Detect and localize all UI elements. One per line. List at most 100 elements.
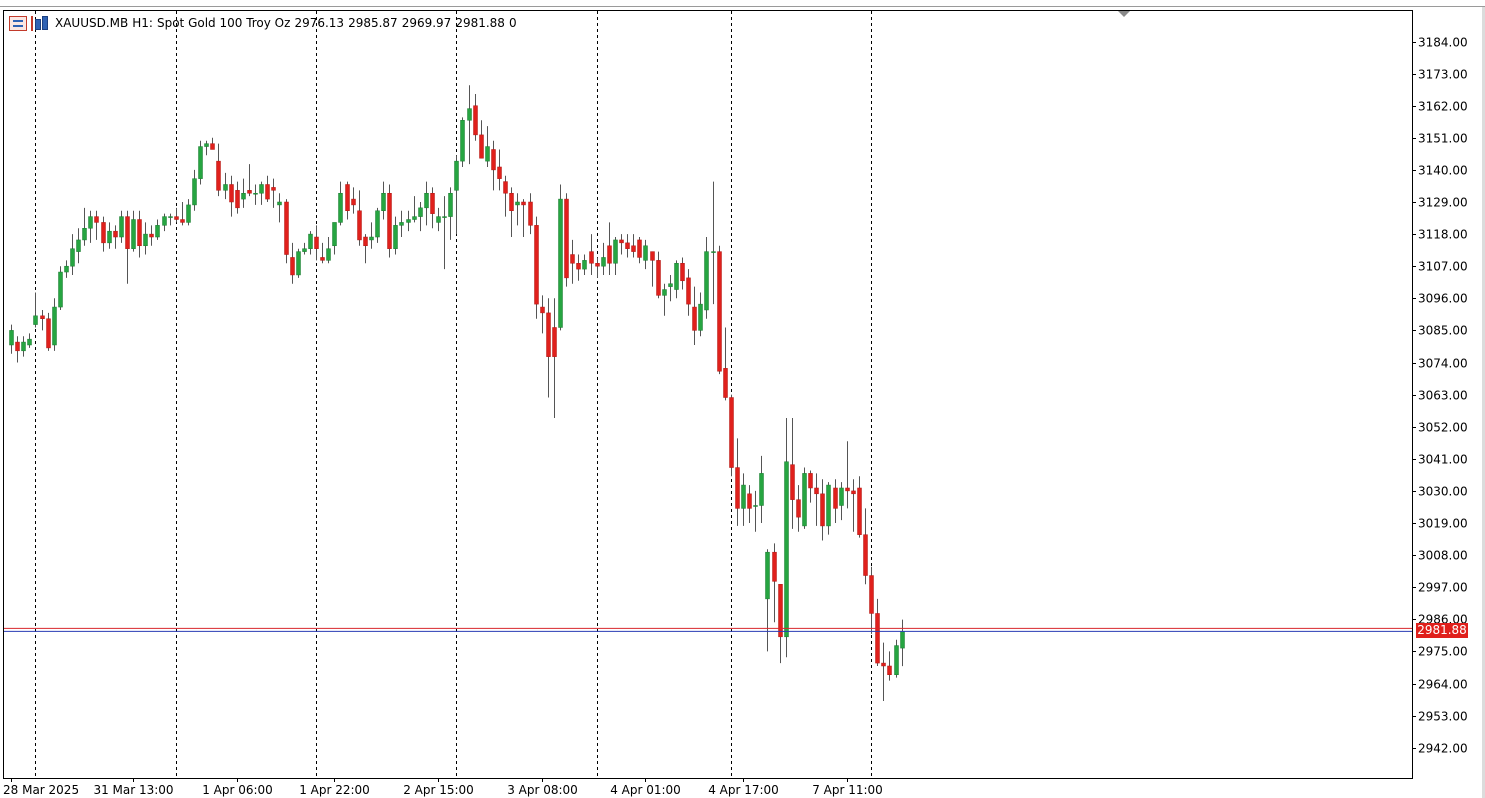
candle-body [589, 251, 594, 264]
candle-body [302, 248, 307, 252]
candle-body [442, 216, 447, 218]
candle-body [772, 551, 777, 582]
x-tick-label: 7 Apr 11:00 [812, 783, 883, 797]
candle-body [845, 487, 850, 492]
y-tick-label: 2975.00 [1418, 645, 1468, 659]
y-tick-label: 3074.00 [1418, 357, 1468, 371]
y-tick-label: 3140.00 [1418, 164, 1468, 178]
candle-body [180, 219, 185, 223]
candle-body [820, 493, 825, 527]
candle-body [668, 283, 673, 287]
candle-body [875, 613, 880, 664]
candle-body [674, 263, 679, 290]
candle-body [113, 230, 118, 238]
candle-body [570, 254, 575, 264]
candle-body [887, 665, 892, 675]
candle-body [265, 184, 270, 200]
candle-body [381, 192, 386, 212]
candle-body [509, 192, 514, 212]
candle-body [595, 263, 600, 267]
candle-body [631, 245, 636, 252]
candle-body [491, 149, 496, 171]
candle-body [784, 461, 789, 638]
candle-body [765, 551, 770, 600]
candle-body [198, 146, 203, 179]
window-top-border [0, 6, 1485, 7]
candle-body [515, 201, 520, 206]
candle-body [692, 306, 697, 331]
chart-shift-marker [1118, 11, 1130, 17]
candle-body [168, 216, 173, 218]
candle-body [790, 464, 795, 500]
timeframe-label: H1: [132, 16, 153, 30]
x-tick-label: 1 Apr 22:00 [299, 783, 370, 797]
candle-body [808, 473, 813, 489]
candle-body [216, 160, 221, 191]
candle-body [149, 233, 154, 238]
candle-body [174, 216, 179, 220]
candle-body [839, 487, 844, 506]
candle-body [375, 210, 380, 238]
current-price-tag: 2981.88 [1416, 623, 1468, 638]
candle-body [448, 192, 453, 217]
candle-body [332, 222, 337, 247]
chart-list-icon[interactable] [9, 15, 27, 31]
candle-body [625, 242, 630, 249]
candle-body [814, 487, 819, 495]
candle-body [637, 239, 642, 258]
candle-body [247, 190, 252, 194]
candle-body [33, 315, 38, 325]
candle-body [546, 312, 551, 357]
candle-body [387, 192, 392, 249]
candle-body [70, 248, 75, 267]
candle-body [467, 108, 472, 121]
y-tick-label: 2964.00 [1418, 678, 1468, 692]
candle-body [412, 216, 417, 220]
x-tick-label: 4 Apr 01:00 [610, 783, 681, 797]
candle-body [473, 105, 478, 136]
candle-body [21, 341, 26, 352]
candle-body [704, 251, 709, 311]
candle-body [826, 484, 831, 527]
candle-body [534, 225, 539, 305]
candle-body [686, 277, 691, 305]
candle-body [479, 134, 484, 159]
candle-body [619, 239, 624, 244]
y-tick-label: 3041.00 [1418, 453, 1468, 467]
y-tick-label: 3129.00 [1418, 196, 1468, 210]
candle-body [162, 216, 167, 226]
candle-body [723, 368, 728, 398]
y-tick-label: 2942.00 [1418, 742, 1468, 756]
y-tick-label: 3162.00 [1418, 100, 1468, 114]
candle-body [94, 216, 99, 223]
candle-body [741, 484, 746, 509]
candle-body [613, 239, 618, 264]
candle-body [284, 201, 289, 255]
y-tick-label: 3107.00 [1418, 260, 1468, 274]
candle-body [778, 584, 783, 638]
bar-chart-icon[interactable] [31, 15, 49, 31]
candle-body [552, 327, 557, 357]
candle-body [229, 184, 234, 203]
y-tick-label: 3019.00 [1418, 517, 1468, 531]
candle-body [558, 198, 563, 328]
candle-body [698, 303, 703, 331]
candle-body [320, 257, 325, 261]
candle-body [107, 230, 112, 244]
y-tick-label: 2953.00 [1418, 710, 1468, 724]
chart-plot-area[interactable] [3, 10, 1413, 779]
close-value: 2981.88 [455, 16, 505, 30]
y-tick-label: 3052.00 [1418, 421, 1468, 435]
candle-body [418, 207, 423, 217]
y-tick-label: 3085.00 [1418, 324, 1468, 338]
candle-body [82, 228, 87, 241]
candle-body [894, 645, 899, 675]
candle-body [607, 245, 612, 264]
candle-body [869, 575, 874, 614]
candle-body [643, 245, 648, 261]
candle-body [454, 160, 459, 191]
y-tick-label: 3173.00 [1418, 68, 1468, 82]
candle-body [564, 198, 569, 279]
open-value: 2976.13 [294, 16, 345, 30]
